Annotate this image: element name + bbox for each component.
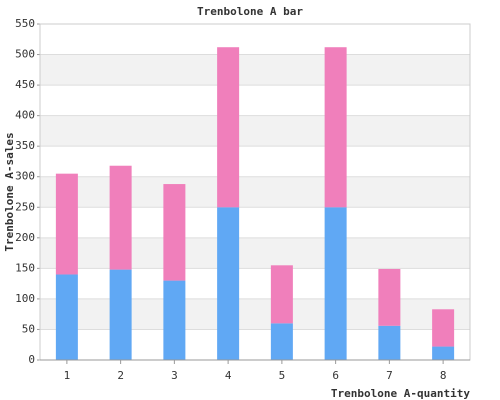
bar-segment <box>324 47 347 208</box>
y-tick-label: 300 <box>15 170 35 183</box>
x-tick-label: 7 <box>386 369 393 382</box>
y-tick-label: 500 <box>15 48 35 61</box>
bar-segment <box>270 323 293 360</box>
bar-segment <box>378 268 401 326</box>
x-tick-label: 4 <box>225 369 232 382</box>
y-tick-label: 200 <box>15 231 35 244</box>
grid-band <box>40 298 470 330</box>
bar-segment <box>217 207 240 360</box>
y-axis-label: Trenbolone A-sales <box>3 132 16 251</box>
x-tick-label: 3 <box>171 369 178 382</box>
grid-band <box>40 237 470 269</box>
y-tick-label: 50 <box>22 322 35 335</box>
x-tick-label: 5 <box>279 369 286 382</box>
y-tick-label: 250 <box>15 200 35 213</box>
bar-segment <box>217 47 240 208</box>
bar-segment <box>432 309 455 347</box>
y-tick-label: 550 <box>15 17 35 30</box>
x-tick-label: 6 <box>332 369 339 382</box>
bar-segment <box>163 280 186 360</box>
bar-segment <box>324 207 347 360</box>
chart-title: Trenbolone A bar <box>197 5 303 18</box>
bar-segment <box>109 165 132 270</box>
x-tick-label: 8 <box>440 369 447 382</box>
bar-segment <box>163 184 186 281</box>
bar-segment <box>109 269 132 360</box>
y-tick-label: 0 <box>28 353 35 366</box>
grid-band <box>40 176 470 208</box>
y-tick-label: 450 <box>15 78 35 91</box>
bar-segment <box>270 265 293 324</box>
bar-segment <box>432 346 455 360</box>
y-tick-label: 350 <box>15 139 35 152</box>
grid-band <box>40 115 470 147</box>
y-tick-label: 100 <box>15 292 35 305</box>
bar-segment <box>55 173 78 275</box>
bar-segment <box>55 274 78 360</box>
grid-band <box>40 54 470 86</box>
y-tick-label: 150 <box>15 261 35 274</box>
x-tick-label: 2 <box>117 369 124 382</box>
bar-segment <box>378 325 401 360</box>
x-tick-label: 1 <box>64 369 71 382</box>
x-axis-label: Trenbolone A-quantity <box>331 387 470 400</box>
y-tick-label: 400 <box>15 109 35 122</box>
